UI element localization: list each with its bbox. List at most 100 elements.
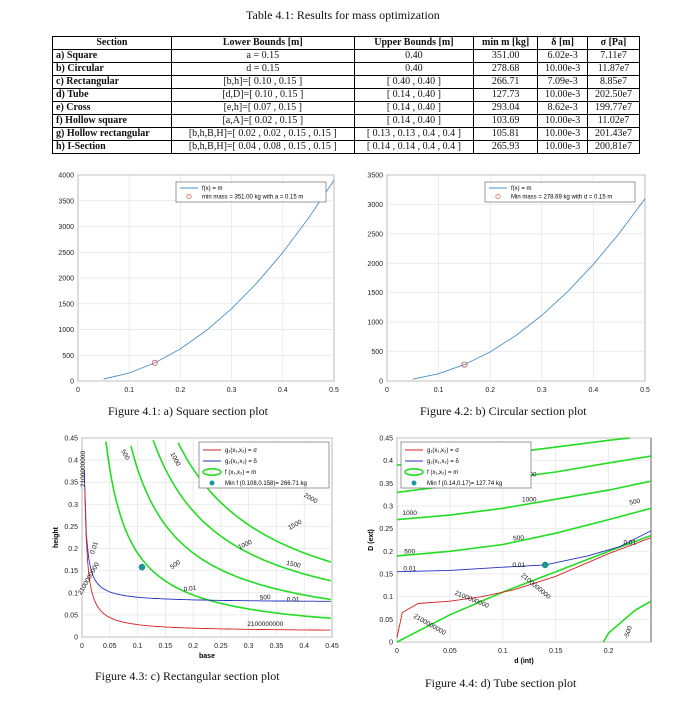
y-tick-label: 4000 (58, 173, 74, 180)
table-cell: 103.69 (473, 114, 539, 128)
x-tick-label: 0 (76, 387, 80, 394)
contour-mass-500 (105, 441, 331, 619)
y-axis-label: height (53, 526, 60, 548)
x-tick-label: 0.3 (537, 387, 547, 394)
y-tick-label: 0.15 (64, 568, 78, 575)
figure-square-plot: 0 0.1 0.2 0.3 0.4 0.5 0 500 1000 1500 2000 2500 3000… (58, 173, 339, 395)
x-tick-label: 0.35 (270, 643, 284, 650)
y-tick-label: 2500 (58, 250, 74, 257)
figure-circular-caption: Figure 4.2: b) Circular section plot (420, 404, 587, 418)
y-tick-label: 1000 (367, 320, 383, 327)
table-row: d) Tube [d,D]=[ 0.10 , 0.15 ][ 0.14 , 0.4… (52, 88, 640, 102)
legend-marker-swatch (186, 193, 192, 200)
contour-label: 500 (513, 535, 525, 543)
table-cell: 293.04 (473, 101, 539, 115)
contour-stress (396, 537, 652, 638)
legend-marker-swatch (209, 480, 215, 486)
y-tick-label: 0.4 (68, 458, 78, 465)
table-row: c) Rectangular [b,h]=[ 0.10 , 0.15 ][ 0.4… (52, 75, 640, 89)
legend-box (175, 181, 327, 203)
table-row: e) Cross [e,h]=[ 0.07 , 0.15 ][ 0.14 , 0.… (52, 101, 640, 115)
contour-label: 0.01 (89, 541, 100, 556)
legend: g₁(x₁,x₂) = σ g₂(x₁,x₂) = δ f (x₁,x₂) = m M… (198, 441, 330, 489)
contour-mass-neg500 (602, 600, 652, 643)
table-cell: [ 0.14 , 0.40 ] (353, 88, 475, 102)
x-tick-label: 0.05 (103, 643, 117, 650)
y-tick-label: 0.25 (379, 526, 393, 533)
table-cell: 10.00e-3 (537, 140, 589, 154)
contour-label: 2100000000 (80, 450, 87, 487)
x-axis-label: d (int) (514, 658, 533, 665)
table-cell: 266.71 (473, 75, 539, 89)
table-cell: 11.87e7 (587, 62, 640, 76)
table-cell: b) Circular (52, 62, 172, 76)
contour-label: 500 (404, 549, 415, 556)
contour-label: 1000 (402, 510, 417, 517)
x-axis-label: base (199, 653, 215, 660)
table-cell: 7.11e7 (587, 49, 640, 63)
legend-label: g₂(x₁,x₂) = δ (225, 459, 258, 465)
legend-label: f (x₁,x₂) = m (427, 470, 458, 476)
x-tick-label: 0.15 (159, 643, 173, 650)
table-cell: a = 0.15 (170, 49, 355, 63)
y-tick-label: 2000 (367, 261, 383, 268)
legend-label: f(x) = m (511, 186, 532, 192)
table-cell: [ 0.14 , 0.14 , 0.4 , 0.4 ] (353, 140, 475, 154)
y-tick-label: 0 (389, 640, 393, 647)
contour-label: 2100000000 (247, 621, 284, 628)
table-cell: 351.00 (473, 49, 539, 63)
x-tick-label: 0.4 (278, 387, 288, 394)
minimum-point (541, 561, 549, 569)
table-cell: e) Cross (52, 101, 172, 115)
x-tick-label: 0.2 (485, 387, 495, 394)
x-tick-label: 0.45 (325, 643, 339, 650)
legend-label: g₁(x₁,x₂) = σ (225, 448, 257, 454)
minimum-marker (461, 361, 468, 368)
table-cell: 8.62e-3 (537, 101, 589, 115)
x-tick-label: 0.4 (589, 387, 599, 394)
legend-label: f (x₁,x₂) = m (225, 470, 256, 476)
table-cell: h) I-Section (52, 140, 172, 154)
y-tick-label: 2500 (367, 231, 383, 238)
figure-rectangular-plot: 0 0.05 0.1 0.15 0.2 0.25 0.3 0.35 0.4 0.45 0 0.05 0.… (53, 436, 339, 661)
table-cell: d) Tube (52, 88, 172, 102)
x-tick-label: 0.1 (133, 643, 143, 650)
table-cell: [d,D]=[ 0.10 , 0.15 ] (170, 88, 355, 102)
table-cell: f) Hollow square (52, 114, 172, 128)
x-tick-label: 0.4 (299, 643, 309, 650)
x-tick-label: 0.5 (329, 387, 339, 394)
table-cell: 265.93 (473, 140, 539, 154)
table-cell: 0.40 (353, 62, 475, 76)
contour-label: 500 (119, 448, 131, 461)
table-cell: [ 0.13 , 0.13 , 0.4 , 0.4 ] (353, 127, 475, 141)
y-tick-label: 0.35 (379, 481, 393, 488)
table-caption: Table 4.1: Results for mass optimization (246, 8, 440, 22)
legend-box (484, 181, 636, 203)
contour-mass-500 (396, 507, 652, 557)
y-tick-label: 2000 (58, 276, 74, 283)
x-tick-label: 0.3 (227, 387, 237, 394)
table-cell: 105.81 (473, 127, 539, 141)
figure-tube-caption: Figure 4.4: d) Tube section plot (425, 676, 577, 690)
legend-contour-swatch (404, 467, 424, 476)
table-cell: 10.00e-3 (537, 88, 589, 102)
y-tick-label: 3000 (58, 224, 74, 231)
legend-label: Min f (0.108,0.158)= 266.71 kg (225, 481, 307, 487)
y-tick-label: 0.05 (379, 617, 393, 624)
table-cell: c) Rectangular (52, 75, 172, 89)
contour-mass-1000 (396, 480, 652, 521)
y-tick-label: 0.2 (383, 549, 393, 556)
y-tick-label: 0.1 (68, 590, 78, 597)
x-tick-label: 0 (395, 648, 399, 655)
table-cell: g) Hollow rectangular (52, 127, 172, 141)
table-cell: 201.43e7 (587, 127, 640, 141)
x-tick-label: 0 (80, 643, 84, 650)
table-cell: 7.09e-3 (537, 75, 589, 89)
table-cell: 10.00e-3 (537, 114, 589, 128)
contour-stress (84, 490, 331, 631)
x-tick-label: 0.2 (604, 648, 614, 655)
results-table: Section Lower Bounds [m] Upper Bounds [m] m… (52, 36, 640, 154)
legend: f(x) = m Min mass = 278.69 kg with d = 0.… (484, 181, 636, 203)
table-row: g) Hollow rectangular [b,h,B,H]=[ 0.02 , … (52, 127, 640, 141)
x-tick-label: 0.1 (498, 648, 508, 655)
